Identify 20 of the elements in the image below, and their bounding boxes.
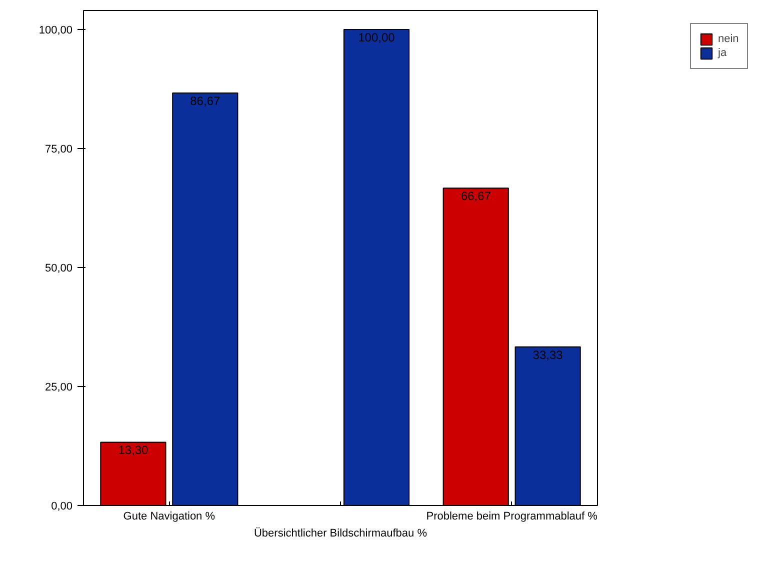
- data-label: 66,67: [460, 189, 492, 204]
- data-label: 86,67: [190, 94, 220, 108]
- x-tick-label: Probleme beim Programmablauf %: [426, 510, 598, 522]
- y-tick-label: 75,00: [44, 144, 73, 156]
- data-label: 13,30: [118, 443, 149, 458]
- data-label: 100,00: [358, 30, 396, 45]
- data-label: 33,33: [532, 348, 564, 362]
- legend-label: nein: [718, 32, 739, 46]
- legend-label: ja: [718, 46, 728, 60]
- y-tick-label: 25,00: [44, 382, 73, 394]
- bar: [442, 188, 509, 506]
- bar: [514, 346, 581, 506]
- y-tick-label: 0,00: [51, 500, 73, 512]
- x-tick-label: Gute Navigation %: [123, 510, 216, 522]
- y-tick-label: 50,00: [44, 262, 73, 275]
- bar: [343, 29, 410, 506]
- bar: [172, 92, 238, 506]
- bar: [100, 442, 166, 506]
- y-tick-label: 100,00: [38, 24, 73, 37]
- x-tick-label: Übersichtlicher Bildschirmaufbau %: [254, 526, 428, 540]
